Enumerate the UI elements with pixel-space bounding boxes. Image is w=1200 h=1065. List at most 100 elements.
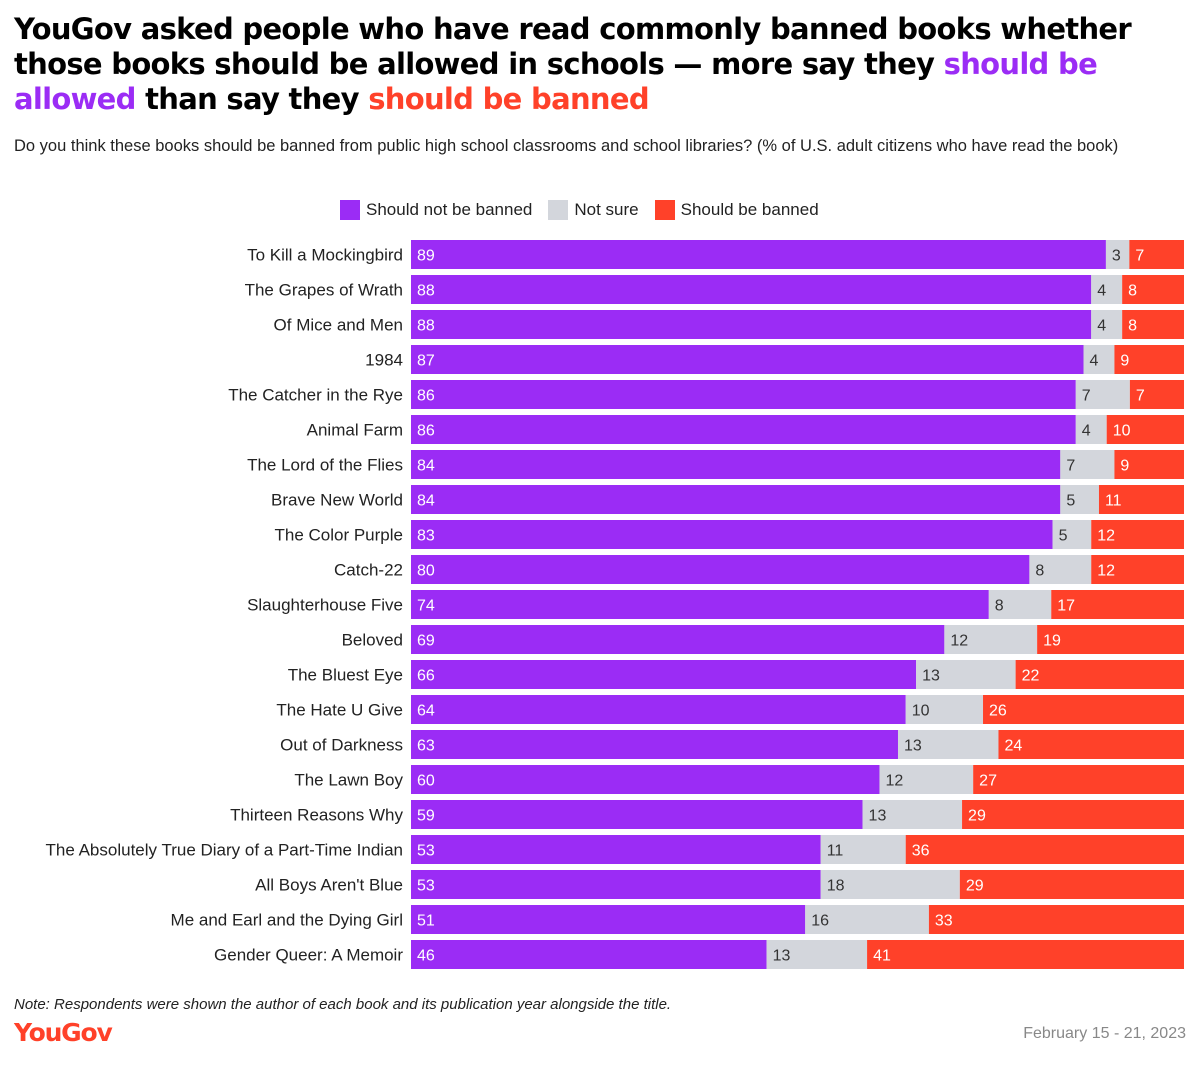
bar-segment-not-sure — [944, 625, 1038, 654]
data-label-banned: 19 — [1043, 633, 1061, 650]
bar-segment-banned — [1122, 310, 1184, 339]
data-label-not-sure: 4 — [1097, 318, 1106, 335]
bar-row: Catch-22 80 8 12 — [334, 555, 1184, 584]
category-label: The Absolutely True Diary of a Part-Time… — [46, 841, 403, 860]
bar-segment-not-sure — [1091, 310, 1123, 339]
legend-label-not-banned: Should not be banned — [366, 200, 533, 219]
bar-segment-not-sure — [1083, 345, 1115, 374]
bar-row: The Grapes of Wrath 88 4 8 — [245, 275, 1184, 304]
data-label-not-banned: 89 — [417, 248, 435, 265]
bar-segment-banned — [867, 940, 1184, 969]
data-label-banned: 7 — [1135, 248, 1144, 265]
bar-segment-not-banned — [411, 940, 767, 969]
data-label-not-sure: 12 — [885, 773, 903, 790]
data-label-banned: 12 — [1097, 528, 1115, 545]
data-label-not-banned: 59 — [417, 808, 435, 825]
legend-item-not-sure: Not sure — [548, 200, 639, 220]
bar-segment-not-banned — [411, 590, 989, 619]
bar-row: The Color Purple 83 5 12 — [274, 520, 1184, 549]
data-label-banned: 7 — [1136, 388, 1145, 405]
bar-segment-banned — [998, 730, 1184, 759]
bar-segment-not-sure — [1075, 415, 1107, 444]
category-label: Out of Darkness — [280, 736, 403, 755]
bar-segment-not-sure — [1029, 555, 1092, 584]
bar-segment-banned — [959, 870, 1184, 899]
bar-segment-not-banned — [411, 485, 1061, 514]
data-label-not-sure: 16 — [811, 913, 829, 930]
data-label-not-sure: 4 — [1097, 283, 1106, 300]
category-label: The Lawn Boy — [294, 771, 403, 790]
bar-row: The Lawn Boy 60 12 27 — [294, 765, 1184, 794]
legend-swatch-banned — [654, 200, 675, 220]
data-label-not-sure: 4 — [1090, 353, 1099, 370]
bar-segment-not-banned — [411, 275, 1092, 304]
data-label-not-sure: 12 — [950, 633, 968, 650]
data-label-not-sure: 8 — [1035, 563, 1044, 580]
legend-swatch-not-sure — [548, 200, 569, 220]
yougov-logo: YouGov — [14, 1018, 113, 1047]
chart-legend: Should not be banned Not sure Should be … — [340, 198, 835, 222]
bar-segment-banned — [1106, 415, 1184, 444]
bar-row: The Bluest Eye 66 13 22 — [288, 660, 1184, 689]
data-label-not-banned: 74 — [417, 598, 435, 615]
data-label-banned: 29 — [968, 808, 986, 825]
data-label-banned: 29 — [966, 878, 984, 895]
data-label-not-sure: 5 — [1066, 493, 1075, 510]
bar-segment-not-banned — [411, 800, 863, 829]
data-label-not-sure: 13 — [869, 808, 887, 825]
data-label-not-sure: 5 — [1059, 528, 1068, 545]
legend-swatch-not-banned — [340, 200, 360, 220]
category-label: Of Mice and Men — [274, 316, 403, 335]
data-label-not-banned: 53 — [417, 878, 435, 895]
bar-segment-not-sure — [805, 905, 929, 934]
data-label-banned: 8 — [1128, 318, 1137, 335]
data-label-not-banned: 53 — [417, 843, 435, 860]
data-label-not-banned: 88 — [417, 283, 435, 300]
data-label-not-sure: 13 — [904, 738, 922, 755]
category-label: The Grapes of Wrath — [245, 281, 403, 300]
bar-segment-not-banned — [411, 695, 906, 724]
bar-row: Animal Farm 86 4 10 — [307, 415, 1184, 444]
bar-segment-not-sure — [1060, 485, 1099, 514]
bar-segment-banned — [928, 905, 1184, 934]
bar-segment-not-banned — [411, 905, 806, 934]
bar-segment-not-sure — [1060, 450, 1115, 479]
bar-segment-not-banned — [411, 415, 1076, 444]
data-label-banned: 9 — [1120, 353, 1129, 370]
category-label: Catch-22 — [334, 561, 403, 580]
data-label-banned: 11 — [1105, 493, 1122, 510]
data-label-banned: 17 — [1057, 598, 1075, 615]
bar-segment-banned — [1129, 380, 1184, 409]
bar-segment-not-banned — [411, 870, 821, 899]
bar-row: 1984 87 4 9 — [365, 345, 1184, 374]
data-label-not-banned: 60 — [417, 773, 435, 790]
data-label-banned: 27 — [979, 773, 997, 790]
title-highlight-allowed: should be allowed — [14, 47, 1098, 116]
data-label-not-banned: 69 — [417, 633, 435, 650]
bar-segment-not-banned — [411, 660, 917, 689]
category-label: The Color Purple — [274, 526, 403, 545]
bar-segment-not-sure — [862, 800, 963, 829]
title-text-part1: YouGov asked people who have read common… — [14, 12, 1132, 81]
bar-segment-banned — [905, 835, 1184, 864]
bar-segment-not-banned — [411, 310, 1092, 339]
data-label-not-sure: 13 — [773, 948, 791, 965]
data-label-not-sure: 18 — [827, 878, 845, 895]
bar-row: Me and Earl and the Dying Girl 51 16 33 — [171, 905, 1184, 934]
bar-segment-banned — [962, 800, 1184, 829]
data-label-not-banned: 80 — [417, 563, 435, 580]
bar-row: Slaughterhouse Five 74 8 17 — [247, 590, 1184, 619]
data-label-banned: 22 — [1022, 668, 1040, 685]
data-label-banned: 12 — [1097, 563, 1115, 580]
legend-item-banned: Should be banned — [654, 200, 819, 220]
data-label-banned: 26 — [989, 703, 1007, 720]
bar-segment-not-banned — [411, 520, 1053, 549]
data-label-not-sure: 3 — [1112, 248, 1121, 265]
bar-segment-banned — [973, 765, 1184, 794]
bar-segment-banned — [1051, 590, 1184, 619]
bar-segment-not-sure — [1105, 240, 1130, 269]
bar-row: All Boys Aren't Blue 53 18 29 — [255, 870, 1184, 899]
category-label: Thirteen Reasons Why — [230, 806, 403, 825]
category-label: Beloved — [342, 631, 403, 650]
